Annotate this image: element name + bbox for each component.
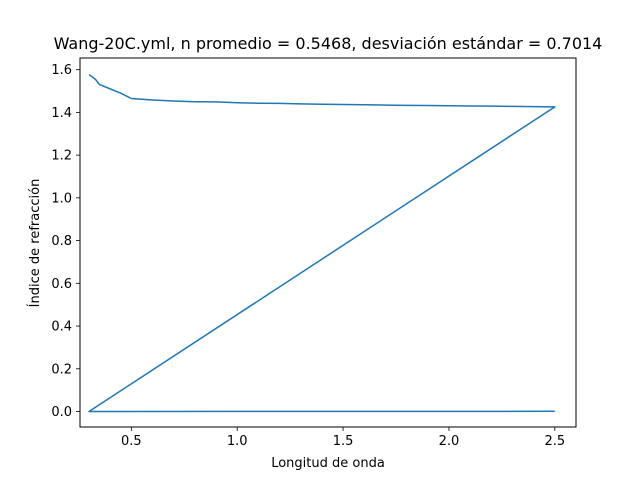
y-tick-label: 1.4	[51, 106, 72, 121]
x-axis-ticks: 0.5 1.0 1.5 2.0 2.5	[121, 427, 565, 449]
x-tick-label: 0.5	[121, 434, 142, 449]
y-tick-label: 1.2	[51, 149, 72, 164]
x-tick-label: 2.5	[544, 434, 565, 449]
y-tick-label: 0.6	[51, 277, 72, 292]
x-axis-label: Longitud de onda	[271, 456, 385, 471]
y-axis-ticks: 0.0 0.2 0.4 0.6 0.8 1.0 1.2 1.4 1.6	[51, 63, 80, 420]
y-tick-label: 0.2	[51, 362, 72, 377]
y-tick-label: 1.6	[51, 63, 72, 78]
chart-title: Wang-20C.yml, n promedio = 0.5468, desvi…	[54, 34, 603, 53]
x-tick-label: 1.5	[333, 434, 354, 449]
series-line	[88, 73, 556, 413]
y-tick-label: 0.8	[51, 234, 72, 249]
y-tick-label: 1.0	[51, 191, 72, 206]
y-tick-label: 0.4	[51, 320, 72, 335]
plot-frame	[79, 57, 577, 428]
plot-area	[88, 73, 556, 413]
x-tick-label: 2.0	[439, 434, 460, 449]
y-axis-label: Índice de refracción	[27, 179, 43, 308]
x-tick-label: 1.0	[227, 434, 248, 449]
y-tick-label: 0.0	[51, 405, 72, 420]
